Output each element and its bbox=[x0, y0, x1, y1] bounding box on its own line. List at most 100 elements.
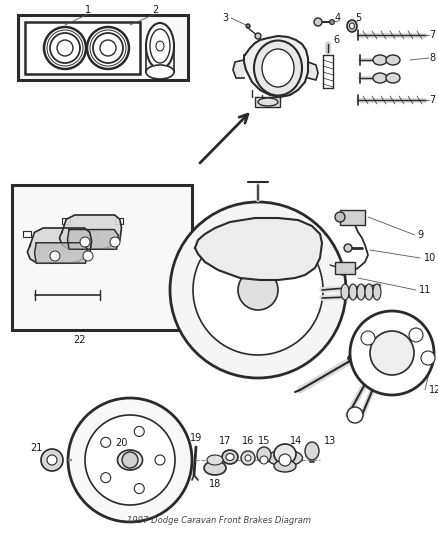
Text: 18: 18 bbox=[208, 479, 221, 489]
Ellipse shape bbox=[346, 20, 356, 32]
Ellipse shape bbox=[57, 40, 73, 56]
Bar bbox=[334, 262, 354, 274]
Circle shape bbox=[100, 473, 110, 483]
Text: 1: 1 bbox=[85, 5, 91, 15]
Polygon shape bbox=[307, 62, 317, 80]
Ellipse shape bbox=[155, 41, 164, 51]
Ellipse shape bbox=[100, 40, 116, 56]
Circle shape bbox=[85, 415, 175, 505]
Ellipse shape bbox=[254, 33, 261, 39]
Ellipse shape bbox=[240, 451, 254, 465]
Ellipse shape bbox=[146, 23, 173, 69]
Circle shape bbox=[80, 237, 90, 247]
Text: 7: 7 bbox=[428, 95, 434, 105]
Polygon shape bbox=[35, 243, 87, 263]
Circle shape bbox=[420, 351, 434, 365]
Circle shape bbox=[349, 311, 433, 395]
Ellipse shape bbox=[372, 55, 386, 65]
Text: 22: 22 bbox=[74, 335, 86, 345]
Ellipse shape bbox=[207, 455, 223, 465]
Text: 6: 6 bbox=[332, 35, 338, 45]
Circle shape bbox=[50, 251, 60, 261]
Text: 8: 8 bbox=[428, 53, 434, 63]
Ellipse shape bbox=[343, 244, 351, 252]
Ellipse shape bbox=[356, 284, 364, 300]
Ellipse shape bbox=[254, 41, 301, 95]
Circle shape bbox=[279, 454, 290, 466]
Ellipse shape bbox=[364, 284, 372, 300]
Ellipse shape bbox=[385, 55, 399, 65]
Text: 10: 10 bbox=[423, 253, 435, 263]
Bar bbox=[339, 210, 364, 225]
Circle shape bbox=[41, 449, 63, 471]
Circle shape bbox=[134, 483, 144, 494]
Bar bbox=[254, 97, 279, 107]
Text: 7: 7 bbox=[428, 30, 434, 40]
Circle shape bbox=[155, 455, 165, 465]
Ellipse shape bbox=[329, 20, 334, 25]
Circle shape bbox=[408, 328, 422, 342]
Ellipse shape bbox=[93, 33, 123, 63]
Text: 4: 4 bbox=[334, 13, 340, 23]
Ellipse shape bbox=[204, 461, 226, 475]
Ellipse shape bbox=[258, 98, 277, 106]
Polygon shape bbox=[233, 60, 244, 78]
Text: 1997 Dodge Caravan Front Brakes Diagram: 1997 Dodge Caravan Front Brakes Diagram bbox=[127, 516, 311, 525]
Ellipse shape bbox=[44, 27, 86, 69]
Ellipse shape bbox=[117, 450, 142, 470]
Text: 19: 19 bbox=[190, 433, 201, 443]
Circle shape bbox=[346, 407, 362, 423]
Polygon shape bbox=[59, 215, 121, 249]
Text: 16: 16 bbox=[241, 436, 254, 446]
Ellipse shape bbox=[273, 460, 295, 472]
Circle shape bbox=[237, 270, 277, 310]
Text: 17: 17 bbox=[218, 436, 231, 446]
Polygon shape bbox=[67, 230, 118, 249]
Ellipse shape bbox=[349, 23, 354, 29]
Ellipse shape bbox=[146, 65, 173, 79]
Polygon shape bbox=[27, 228, 92, 263]
Circle shape bbox=[110, 237, 120, 247]
Circle shape bbox=[170, 202, 345, 378]
Polygon shape bbox=[244, 36, 307, 97]
Ellipse shape bbox=[340, 284, 348, 300]
Ellipse shape bbox=[244, 455, 251, 461]
Ellipse shape bbox=[273, 444, 295, 464]
Circle shape bbox=[100, 438, 110, 447]
Bar bbox=[12, 185, 191, 330]
Bar bbox=[23, 231, 31, 237]
Ellipse shape bbox=[226, 454, 233, 461]
Bar bbox=[18, 15, 187, 80]
Text: 20: 20 bbox=[115, 438, 127, 448]
Text: 12: 12 bbox=[428, 385, 438, 395]
Ellipse shape bbox=[372, 73, 386, 83]
Ellipse shape bbox=[245, 24, 249, 28]
Ellipse shape bbox=[261, 49, 293, 87]
Text: 9: 9 bbox=[416, 230, 422, 240]
Ellipse shape bbox=[87, 27, 129, 69]
Text: 5: 5 bbox=[354, 13, 360, 23]
Circle shape bbox=[122, 452, 138, 468]
Ellipse shape bbox=[259, 456, 267, 464]
Ellipse shape bbox=[267, 450, 302, 466]
Ellipse shape bbox=[222, 450, 237, 464]
Circle shape bbox=[369, 331, 413, 375]
Text: 14: 14 bbox=[289, 436, 301, 446]
Circle shape bbox=[83, 251, 93, 261]
Text: 21: 21 bbox=[30, 443, 42, 453]
Text: 2: 2 bbox=[152, 5, 158, 15]
Circle shape bbox=[193, 225, 322, 355]
Polygon shape bbox=[347, 325, 431, 384]
Ellipse shape bbox=[256, 447, 270, 463]
Circle shape bbox=[134, 426, 144, 437]
Ellipse shape bbox=[313, 18, 321, 26]
Bar bbox=[115, 218, 123, 224]
Circle shape bbox=[47, 455, 57, 465]
Text: 15: 15 bbox=[257, 436, 269, 446]
Polygon shape bbox=[194, 218, 321, 280]
Ellipse shape bbox=[348, 284, 356, 300]
Circle shape bbox=[360, 331, 374, 345]
Ellipse shape bbox=[150, 29, 170, 63]
Text: 11: 11 bbox=[418, 285, 430, 295]
Ellipse shape bbox=[50, 33, 80, 63]
